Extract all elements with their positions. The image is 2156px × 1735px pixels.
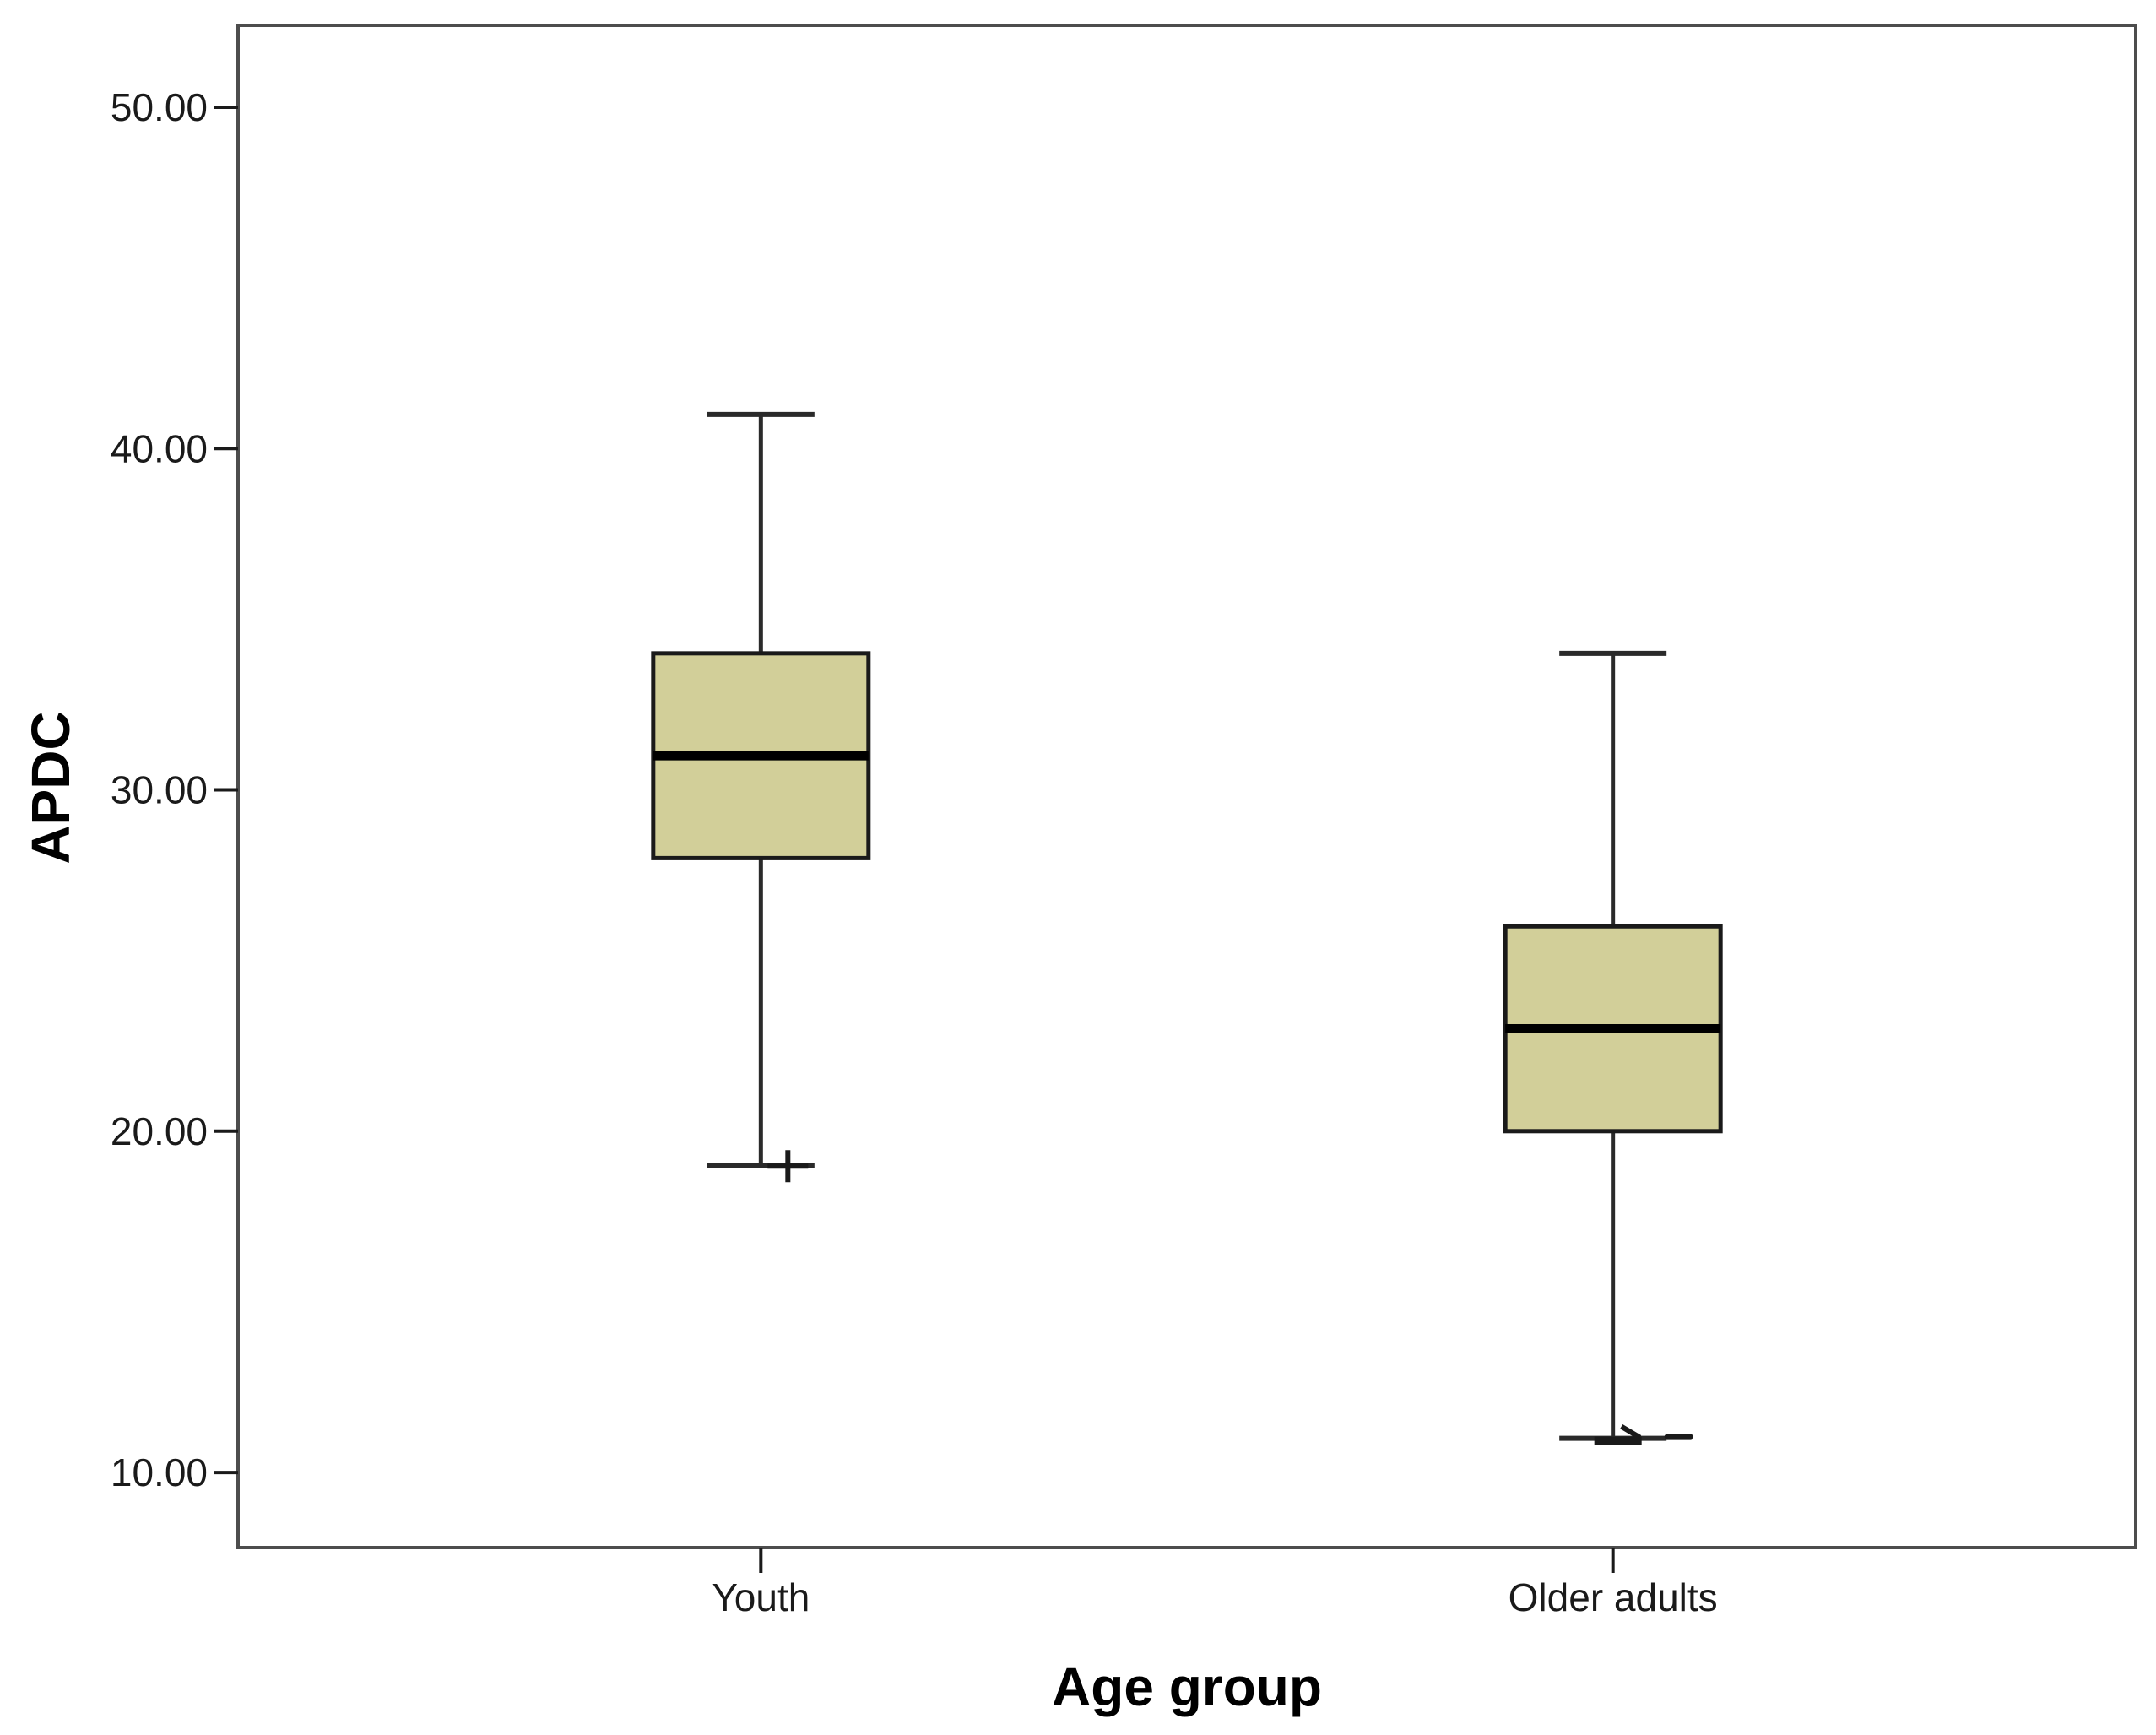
y-axis-title: APDC bbox=[20, 711, 81, 865]
x-category-label: Youth bbox=[712, 1575, 810, 1619]
y-tick-label: 20.00 bbox=[111, 1109, 208, 1153]
y-tick-label: 40.00 bbox=[111, 426, 208, 470]
outlier-scratch-icon bbox=[1620, 1424, 1642, 1440]
x-axis-title: Age group bbox=[1052, 1656, 1322, 1717]
y-tick-label: 50.00 bbox=[111, 85, 208, 129]
y-tick-label: 30.00 bbox=[111, 768, 208, 812]
x-category-label: Older adults bbox=[1509, 1575, 1718, 1619]
y-tick-label: 10.00 bbox=[111, 1450, 208, 1494]
plot-frame bbox=[236, 24, 2137, 1549]
